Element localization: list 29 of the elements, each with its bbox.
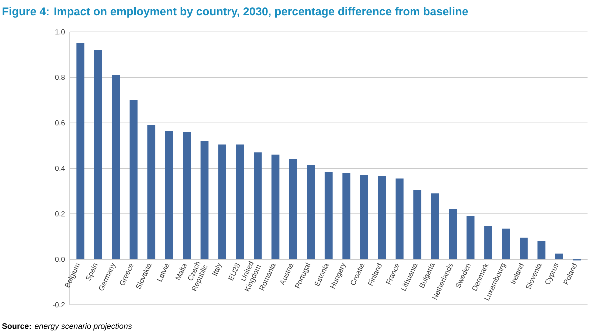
bar <box>449 210 457 260</box>
bar <box>165 131 174 260</box>
bar <box>484 226 492 260</box>
bar <box>466 216 475 260</box>
chart-title: Figure 4: Impact on employment by country, 2030, percentage difference from baseline <box>2 7 468 18</box>
bar <box>200 141 209 260</box>
bar <box>307 165 316 260</box>
bar <box>502 228 510 260</box>
bar <box>148 125 156 260</box>
bar <box>414 190 422 260</box>
bar <box>378 176 386 260</box>
bar <box>236 144 244 260</box>
bar <box>218 144 226 260</box>
bar <box>396 178 404 260</box>
bar <box>289 159 298 260</box>
bar <box>431 194 440 260</box>
bar <box>520 238 528 260</box>
bar <box>324 172 333 260</box>
bar <box>112 75 120 260</box>
bar <box>94 50 102 260</box>
bar <box>360 175 368 260</box>
bar <box>183 132 192 260</box>
bar <box>254 152 262 260</box>
bar <box>130 100 138 260</box>
bar <box>342 173 351 260</box>
bar <box>76 43 85 260</box>
bar <box>272 154 280 260</box>
bar <box>538 241 546 260</box>
bar <box>555 254 564 260</box>
